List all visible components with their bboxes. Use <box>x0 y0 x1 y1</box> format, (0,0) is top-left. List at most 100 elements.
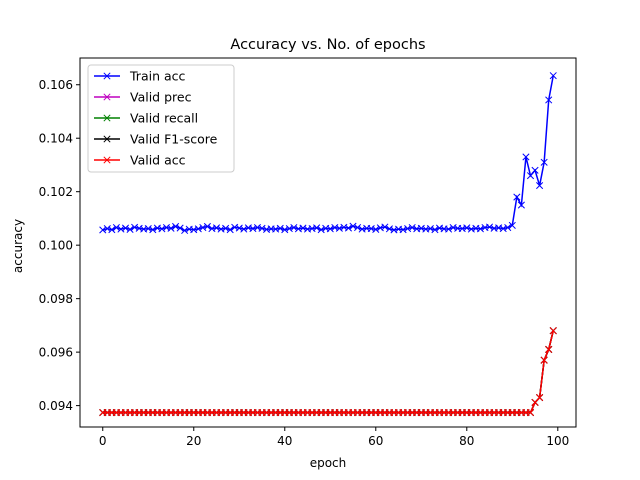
legend-label: Valid F1-score <box>130 132 218 147</box>
x-tick-label: 100 <box>546 434 569 448</box>
series-layer <box>99 72 557 417</box>
data-point <box>531 166 539 174</box>
legend-box <box>87 64 235 173</box>
data-point <box>290 223 298 232</box>
data-point <box>549 327 557 335</box>
y-tick-label: 0.106 <box>39 78 73 92</box>
x-tick-label: 60 <box>368 434 383 448</box>
data-point <box>536 394 544 402</box>
data-point <box>108 226 116 234</box>
data-point <box>240 225 248 233</box>
data-point <box>385 225 393 233</box>
data-point <box>276 224 284 232</box>
data-point <box>226 226 234 234</box>
legend-label: Valid recall <box>130 111 198 126</box>
x-axis: 0 20 40 60 80 100 <box>99 427 569 448</box>
data-point <box>499 225 507 233</box>
data-point <box>526 172 535 180</box>
data-point <box>431 226 439 234</box>
legend-swatch-marker <box>103 93 111 101</box>
data-point <box>222 224 230 232</box>
data-point <box>212 224 221 232</box>
y-tick-label: 0.102 <box>39 185 73 199</box>
x-tick-label: 0 <box>99 434 107 448</box>
y-axis-label: accuracy <box>11 219 25 273</box>
axes-frame <box>79 57 577 428</box>
data-point <box>545 345 553 354</box>
data-point <box>258 224 266 232</box>
legend-item: Valid F1-score <box>94 132 218 147</box>
data-point <box>199 223 207 232</box>
data-point <box>536 181 544 190</box>
x-axis-label: epoch <box>310 456 347 470</box>
x-tick-label: 80 <box>459 434 474 448</box>
legend-label: Valid acc <box>130 153 186 168</box>
data-point <box>354 223 362 232</box>
data-point <box>485 223 494 231</box>
data-point <box>126 225 134 233</box>
y-tick-label: 0.096 <box>39 346 73 360</box>
data-point <box>381 223 389 231</box>
series-line <box>102 330 554 414</box>
data-point <box>508 221 516 229</box>
data-point <box>344 224 353 232</box>
data-point <box>103 225 111 233</box>
x-tick-label: 40 <box>277 434 292 448</box>
data-point <box>249 225 257 233</box>
data-point <box>549 72 557 80</box>
data-point <box>117 225 125 233</box>
data-point <box>313 224 321 232</box>
data-point <box>281 226 289 234</box>
data-point <box>112 223 120 232</box>
chart-title: Accuracy vs. No. of epochs <box>230 37 425 53</box>
data-point <box>445 225 453 233</box>
legend-item: Valid acc <box>94 153 186 168</box>
data-point <box>144 225 152 233</box>
data-point <box>517 201 525 209</box>
data-point <box>426 225 434 233</box>
data-point <box>149 226 157 234</box>
legend: Train acc Valid prec Valid recall Valid F1-… <box>87 64 235 173</box>
data-point <box>235 224 243 232</box>
data-point <box>299 224 307 232</box>
y-tick-label: 0.094 <box>39 399 73 413</box>
data-point <box>176 224 184 232</box>
data-point <box>513 193 521 201</box>
legend-swatch-marker <box>103 114 111 122</box>
legend-swatch-marker <box>103 156 111 164</box>
legend-label: Train acc <box>129 69 185 84</box>
y-tick-label: 0.104 <box>39 132 73 146</box>
data-point <box>504 223 512 232</box>
data-point <box>526 409 535 417</box>
y-tick-label: 0.100 <box>39 239 73 253</box>
data-point <box>540 356 548 364</box>
series-line <box>102 75 554 232</box>
legend-item: Valid prec <box>94 90 192 105</box>
data-point <box>545 96 553 104</box>
data-point <box>203 222 211 231</box>
data-point <box>158 225 166 233</box>
data-point <box>372 225 380 233</box>
data-point <box>181 226 189 235</box>
legend-swatch-marker <box>103 72 111 80</box>
data-point <box>349 222 357 230</box>
legend-item: Valid recall <box>94 111 198 126</box>
data-point <box>476 225 484 233</box>
series-train-acc <box>99 72 557 235</box>
series-valid-acc <box>99 327 557 417</box>
data-point <box>399 226 407 234</box>
data-point <box>99 226 107 234</box>
data-point <box>522 153 530 161</box>
data-point <box>408 223 416 232</box>
data-point <box>540 158 548 166</box>
data-point <box>326 225 334 233</box>
data-point <box>463 224 471 232</box>
data-point <box>194 225 202 233</box>
data-point <box>335 224 343 232</box>
x-tick-label: 20 <box>186 434 201 448</box>
data-point <box>317 226 325 234</box>
data-point <box>404 225 412 233</box>
legend-item: Train acc <box>94 69 185 84</box>
legend-swatch-marker <box>103 135 111 143</box>
